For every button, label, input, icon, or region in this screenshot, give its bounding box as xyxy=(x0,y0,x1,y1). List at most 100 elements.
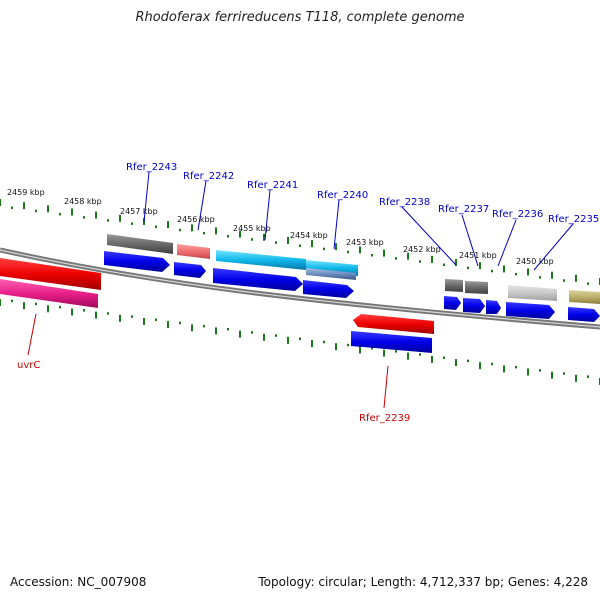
scale-dot xyxy=(107,219,109,222)
scale-labels: 2459 kbp 2458 kbp 2457 kbp 2456 kbp 2455… xyxy=(7,188,554,266)
connector-line xyxy=(401,206,457,266)
cds-arrow[interactable] xyxy=(486,300,501,314)
cds-arrow[interactable] xyxy=(104,251,170,272)
scale-dot xyxy=(203,231,205,235)
scale-major-tick xyxy=(47,305,49,313)
scale-major-tick xyxy=(71,308,73,316)
connector-line xyxy=(533,223,574,271)
scale-label-2453: 2453 kbp xyxy=(346,238,384,247)
cds-arrow[interactable] xyxy=(568,307,600,322)
gene-label-rfer2242[interactable]: Rfer_2242 xyxy=(183,171,234,182)
scale-major-tick xyxy=(479,262,481,270)
scale-dot xyxy=(491,362,493,366)
gene-label-rfer2241[interactable]: Rfer_2241 xyxy=(247,180,298,191)
connector-line xyxy=(383,365,389,409)
scale-dot xyxy=(419,353,421,356)
scale-dot xyxy=(443,356,445,359)
cds-arrow[interactable] xyxy=(444,296,461,310)
gene-rfer2239-feature[interactable] xyxy=(353,314,434,334)
genome-backbone xyxy=(0,247,600,330)
scale-dot xyxy=(347,250,349,254)
scale-dot xyxy=(11,299,13,303)
scale-major-tick xyxy=(215,227,217,235)
gene-uvrc-feature[interactable] xyxy=(0,258,101,290)
scale-label-2452: 2452 kbp xyxy=(403,245,441,254)
scale-dot xyxy=(539,369,541,372)
gene-uvrc-pink-feature[interactable] xyxy=(0,279,98,308)
scale-dot xyxy=(107,312,109,315)
gene-label-rfer2237[interactable]: Rfer_2237 xyxy=(438,204,489,215)
gene-labels: Rfer_2243 Rfer_2242 Rfer_2241 Rfer_2240 … xyxy=(17,162,599,424)
scale-major-tick xyxy=(455,359,457,366)
scale-dot xyxy=(227,235,229,238)
scale-major-tick xyxy=(479,362,481,370)
scale-dot xyxy=(419,260,421,263)
scale-dot xyxy=(203,324,205,328)
scale-major-tick xyxy=(239,330,241,338)
gene-label-rfer2238[interactable]: Rfer_2238 xyxy=(379,197,430,208)
gene-rfer2235-feature[interactable] xyxy=(569,290,600,304)
scale-major-tick xyxy=(359,346,361,354)
gene-rfer2237-feature[interactable] xyxy=(465,281,488,294)
cds-arrow[interactable] xyxy=(213,268,303,291)
scale-major-tick xyxy=(23,202,25,210)
scale-dot xyxy=(299,244,301,247)
scale-label-2451: 2451 kbp xyxy=(459,251,497,260)
genome-summary-text: Topology: circular; Length: 4,712,337 bp… xyxy=(258,575,588,589)
gene-label-uvrc[interactable]: uvrC xyxy=(17,360,40,371)
scale-major-tick xyxy=(215,327,217,335)
scale-dot xyxy=(371,347,373,350)
cds-arrow[interactable] xyxy=(303,280,354,298)
scale-dot xyxy=(323,247,325,251)
scale-major-tick xyxy=(0,199,1,206)
scale-dot xyxy=(491,269,493,273)
gene-label-rfer2243[interactable]: Rfer_2243 xyxy=(126,162,177,173)
connector-line xyxy=(461,214,479,267)
gene-label-rfer2239[interactable]: Rfer_2239 xyxy=(359,413,410,424)
scale-major-tick xyxy=(383,249,385,257)
scale-major-tick xyxy=(527,368,529,376)
scale-dot xyxy=(35,209,37,213)
cds-arrow[interactable] xyxy=(506,302,555,319)
scale-major-tick xyxy=(47,205,49,213)
gene-label-rfer2235[interactable]: Rfer_2235 xyxy=(548,214,599,225)
gene-rfer2243-feature[interactable] xyxy=(107,234,173,254)
scale-major-tick xyxy=(359,246,361,254)
gene-rfer2238-feature[interactable] xyxy=(445,279,463,292)
gene-rfer2242-feature[interactable] xyxy=(177,244,210,259)
scale-major-tick xyxy=(551,371,553,379)
scale-dot xyxy=(227,328,229,331)
gene-rfer2241-feature[interactable] xyxy=(216,250,306,270)
scale-major-tick xyxy=(407,252,409,260)
scale-dot xyxy=(251,331,253,334)
gene-label-rfer2240[interactable]: Rfer_2240 xyxy=(317,190,368,201)
cds-arrow[interactable] xyxy=(463,298,485,313)
scale-label-2454: 2454 kbp xyxy=(290,231,328,240)
scale-major-tick xyxy=(119,314,121,322)
gene-label-rfer2236[interactable]: Rfer_2236 xyxy=(492,209,543,220)
scale-major-tick xyxy=(335,243,337,251)
scale-label-2459: 2459 kbp xyxy=(7,188,45,197)
lower-scale-line xyxy=(0,299,600,385)
scale-dot xyxy=(251,238,253,241)
scale-dot xyxy=(395,350,397,353)
scale-dot xyxy=(347,343,349,347)
scale-major-tick xyxy=(551,271,553,279)
gene-rfer2236-feature[interactable] xyxy=(508,285,557,301)
scale-label-2450: 2450 kbp xyxy=(516,257,554,266)
scale-major-tick xyxy=(167,321,169,329)
scale-major-tick xyxy=(431,255,433,263)
scale-major-tick xyxy=(0,299,1,306)
scale-dot xyxy=(323,340,325,344)
scale-dot xyxy=(35,302,37,306)
connector-line xyxy=(27,313,37,356)
cds-arrow[interactable] xyxy=(174,262,206,278)
scale-major-tick xyxy=(143,318,145,325)
scale-dot xyxy=(83,216,85,219)
scale-dot xyxy=(587,282,589,285)
scale-dot xyxy=(299,337,301,340)
scale-dot xyxy=(539,276,541,279)
cds-arrow[interactable] xyxy=(351,331,432,353)
connector-line xyxy=(197,180,207,231)
